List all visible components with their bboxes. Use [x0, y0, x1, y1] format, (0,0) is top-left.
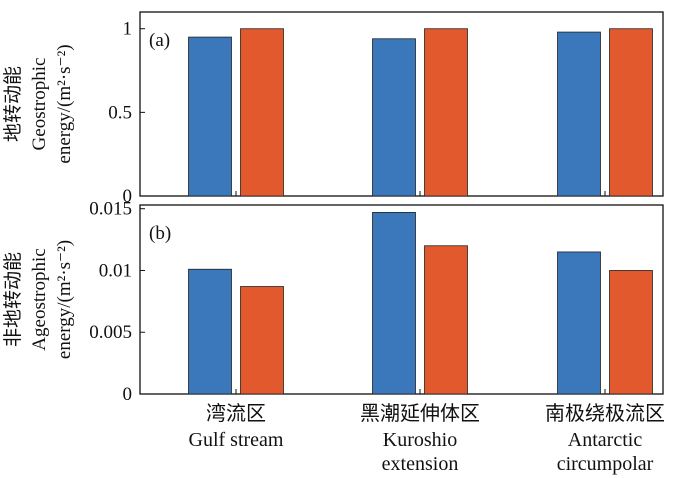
y-tick-label: 0.5 — [108, 102, 132, 123]
bar-series1-1 — [188, 36, 232, 197]
bar-series1-2 — [372, 212, 416, 395]
category-label-cn: 黑潮延伸体区 — [360, 402, 480, 425]
bar-series2-1 — [240, 286, 284, 395]
category-label-en: extension — [382, 453, 459, 475]
y-tick-label: 1 — [123, 19, 133, 40]
y-axis-label-line: 非地转动能 — [2, 252, 24, 347]
bar-series1-3 — [557, 251, 601, 395]
panel-a: 0 0.5 1 (a) 地转动能 Geostrophic energy/(m²·s⁻²) — [2, 11, 664, 207]
category-label-en: Antarctic — [568, 429, 643, 451]
y-axis-label-line: energy/(m²·s⁻²) — [54, 240, 75, 359]
y-tick-label: 0.005 — [89, 322, 132, 343]
category-label-cn: 湾流区 — [206, 402, 266, 425]
y-axis-label-line: 地转动能 — [2, 66, 24, 142]
bar-series2-2 — [424, 245, 468, 395]
panel-label: (b) — [149, 223, 171, 244]
bar-series2-2 — [424, 28, 468, 197]
category-label-en: Gulf stream — [189, 429, 284, 451]
y-axis-label-line: Geostrophic — [29, 58, 50, 151]
panel-b: 0 0.005 0.01 0.015 (b) 非地转动能 Ageostrophic energ… — [2, 199, 664, 405]
panel-label: (a) — [149, 30, 170, 51]
y-tick-label: 0 — [123, 186, 133, 207]
y-axis-label-line: Ageostrophic — [29, 248, 50, 350]
category-label-en: circumpolar — [557, 453, 654, 475]
bar-series1-1 — [188, 268, 232, 395]
y-tick-label: 0 — [123, 384, 133, 405]
y-tick-label: 0.015 — [89, 199, 132, 220]
bar-series2-3 — [609, 270, 653, 395]
bar-series2-1 — [240, 28, 284, 197]
y-axis-label-line: energy/(m²·s⁻²) — [54, 44, 75, 163]
bar-series2-3 — [609, 28, 653, 197]
category-label-cn: 南极绕极流区 — [545, 402, 665, 425]
bar-series1-3 — [557, 31, 601, 197]
y-tick-label: 0.01 — [99, 260, 132, 281]
bar-series1-2 — [372, 38, 416, 197]
category-label-en: Kuroshio — [383, 429, 457, 451]
